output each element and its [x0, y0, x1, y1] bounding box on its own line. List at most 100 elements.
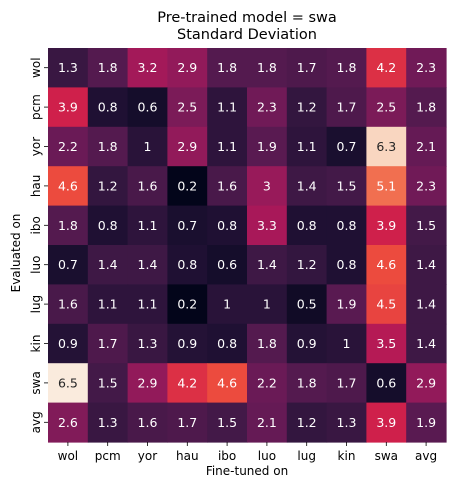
cell-value-label: 1.6	[217, 178, 237, 193]
cell-value-label: 0.5	[297, 297, 317, 312]
heatmap-cell-luo-ibo	[207, 245, 248, 285]
heatmap-cell-swa-pcm	[87, 363, 129, 404]
cell-value-label: 1.6	[138, 178, 158, 193]
heatmap-cell-hau-wol	[48, 166, 89, 207]
cell-value-label: 1.5	[337, 178, 357, 193]
y-tick-label-lug: lug	[29, 295, 43, 314]
chart-subtitle: Standard Deviation	[177, 27, 317, 43]
heatmap-cell-hau-pcm	[87, 166, 129, 207]
cell-value-label: 2.2	[257, 375, 277, 390]
cell-value-label: 3	[263, 178, 271, 193]
heatmap-cell-avg-pcm	[87, 402, 129, 443]
heatmap-cell-wol-wol	[48, 48, 89, 88]
cell-value-label: 1.1	[217, 139, 237, 154]
cell-value-label: 1.1	[297, 139, 317, 154]
cell-value-label: 3.9	[376, 218, 396, 233]
heatmap-cell-ibo-hau	[167, 205, 208, 246]
cell-value-label: 1.4	[138, 257, 158, 272]
heatmap-cell-kin-luo	[247, 323, 288, 364]
heatmap-cell-luo-hau	[167, 245, 208, 285]
cell-value-label: 6.5	[58, 375, 78, 390]
heatmap-cell-swa-ibo	[207, 363, 248, 404]
heatmap-cell-lug-pcm	[87, 284, 129, 325]
cell-value-label: 0.9	[177, 336, 197, 351]
cell-value-label: 1.8	[297, 375, 317, 390]
heatmap-cell-ibo-avg	[406, 205, 447, 246]
heatmap-cell-pcm-hau	[167, 87, 208, 128]
cell-value-label: 1.5	[217, 415, 237, 430]
cell-value-label: 1.8	[217, 60, 237, 75]
heatmap-cell-yor-avg	[406, 126, 447, 167]
chart-title: Pre-trained model = swa	[157, 10, 337, 26]
cell-value-label: 0.2	[177, 297, 197, 312]
heatmap-cell-lug-swa	[366, 284, 407, 325]
cell-value-label: 1.3	[337, 415, 357, 430]
cell-value-label: 0.7	[337, 139, 357, 154]
heatmap-cell-kin-ibo	[207, 323, 248, 364]
heatmap-cell-pcm-avg	[406, 87, 447, 128]
heatmap-cell-swa-yor	[127, 363, 168, 404]
y-axis-ticks: wol pcm yor hau ibo luo lug kin swa avg	[29, 57, 48, 433]
heatmap-cell-avg-swa	[366, 402, 407, 443]
cell-value-label: 4.6	[376, 257, 396, 272]
heatmap-cell-yor-hau	[167, 126, 208, 167]
cell-value-label: 1.7	[177, 415, 197, 430]
heatmap-cell-hau-kin	[326, 166, 367, 207]
heatmap-cell-hau-swa	[366, 166, 407, 207]
x-tick-label-ibo: ibo	[218, 449, 236, 463]
heatmap-cell-avg-avg	[406, 402, 447, 443]
cell-value-label: 4.2	[376, 60, 396, 75]
cell-value-label: 2.3	[257, 100, 277, 115]
cell-value-label: 1.4	[98, 257, 118, 272]
cell-value-label: 1.6	[58, 297, 78, 312]
heatmap-cell-swa-wol	[48, 363, 89, 404]
heatmap-cell-wol-lug	[286, 48, 328, 88]
heatmap-cell-hau-ibo	[207, 166, 248, 207]
cell-value-label: 1.8	[98, 139, 118, 154]
heatmap-cell-hau-luo	[247, 166, 288, 207]
x-tick-label-luo: luo	[258, 449, 276, 463]
cell-value-label: 2.9	[416, 375, 436, 390]
heatmap-cell-wol-hau	[167, 48, 208, 88]
x-tick-label-hau: hau	[176, 449, 199, 463]
cell-value-label: 1.7	[297, 60, 317, 75]
heatmap-cell-hau-lug	[286, 166, 328, 207]
x-tick-label-swa: swa	[375, 449, 398, 463]
heatmap-cell-hau-avg	[406, 166, 447, 207]
cell-value-label: 2.9	[138, 375, 158, 390]
cell-value-label: 2.9	[177, 139, 197, 154]
cell-value-label: 3.5	[376, 336, 396, 351]
y-tick-label-luo: luo	[29, 256, 43, 274]
cell-value-label: 1.8	[257, 60, 277, 75]
cell-value-label: 2.9	[177, 60, 197, 75]
y-tick-label-wol: wol	[29, 57, 43, 78]
heatmap-cell-lug-wol	[48, 284, 89, 325]
cell-value-label: 1.4	[416, 297, 436, 312]
cell-value-label: 2.5	[376, 100, 396, 115]
cell-value-label: 6.3	[376, 139, 396, 154]
cell-value-label: 1.6	[138, 415, 158, 430]
heatmap-cell-ibo-lug	[286, 205, 328, 246]
x-tick-label-kin: kin	[338, 449, 356, 463]
y-tick-label-avg: avg	[29, 411, 43, 433]
heatmap-cell-luo-lug	[286, 245, 328, 285]
heatmap-cell-ibo-luo	[247, 205, 288, 246]
cell-value-label: 1	[223, 297, 231, 312]
heatmap-cell-lug-kin	[326, 284, 367, 325]
cell-value-label: 1	[263, 297, 271, 312]
cell-value-label: 2.1	[257, 415, 277, 430]
heatmap-cell-swa-avg	[406, 363, 447, 404]
heatmap-cell-kin-swa	[366, 323, 407, 364]
cell-value-label: 5.1	[376, 178, 396, 193]
heatmap-cell-kin-yor	[127, 323, 168, 364]
heatmap-cell-ibo-kin	[326, 205, 367, 246]
heatmap-cell-lug-ibo	[207, 284, 248, 325]
heatmap-cell-ibo-ibo	[207, 205, 248, 246]
cell-value-label: 0.8	[217, 336, 237, 351]
heatmap-cell-luo-avg	[406, 245, 447, 285]
cell-value-label: 0.7	[58, 257, 78, 272]
cell-value-label: 1.4	[297, 178, 317, 193]
cell-value-label: 2.5	[177, 100, 197, 115]
y-tick-label-kin: kin	[29, 335, 43, 353]
heatmap-cell-avg-hau	[167, 402, 208, 443]
